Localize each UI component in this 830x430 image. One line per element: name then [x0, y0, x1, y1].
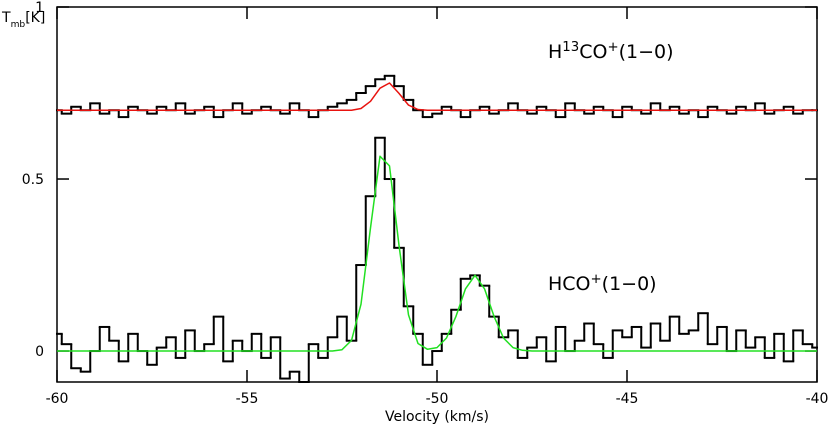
- annotation-part: (1−0): [619, 41, 674, 63]
- x-tick-label: -50: [426, 391, 449, 407]
- annotation-part: H: [548, 41, 562, 63]
- y-axis-label: Tmb[K]: [1, 10, 45, 30]
- annotation: H13CO+(1−0): [548, 40, 674, 64]
- x-tick-label: -40: [806, 391, 829, 407]
- x-tick-label: -55: [236, 391, 259, 407]
- y-axis-label-part: T: [1, 10, 11, 26]
- fit-curve: [57, 82, 817, 111]
- y-axis-label-part: [K]: [25, 10, 45, 26]
- annotation-part: +: [591, 272, 602, 287]
- y-tick-label: 1: [35, 0, 44, 16]
- annotation-part: HCO: [548, 273, 591, 295]
- annotation-part: (1−0): [602, 273, 657, 295]
- fit-curve: [57, 155, 817, 352]
- x-tick-label: -60: [46, 391, 69, 407]
- annotation-part: CO: [579, 41, 607, 63]
- annotation: HCO+(1−0): [548, 272, 657, 296]
- annotation-part: 13: [562, 40, 579, 55]
- y-tick-label: 0.5: [22, 172, 44, 188]
- annotation-part: +: [607, 40, 618, 55]
- y-axis-label-part: mb: [11, 20, 26, 30]
- spectrum: [56, 136, 818, 383]
- x-axis-label: Velocity (km/s): [385, 409, 489, 425]
- x-tick-label: -45: [616, 391, 639, 407]
- plot-frame: [56, 6, 818, 383]
- y-tick-label: 0: [35, 344, 44, 360]
